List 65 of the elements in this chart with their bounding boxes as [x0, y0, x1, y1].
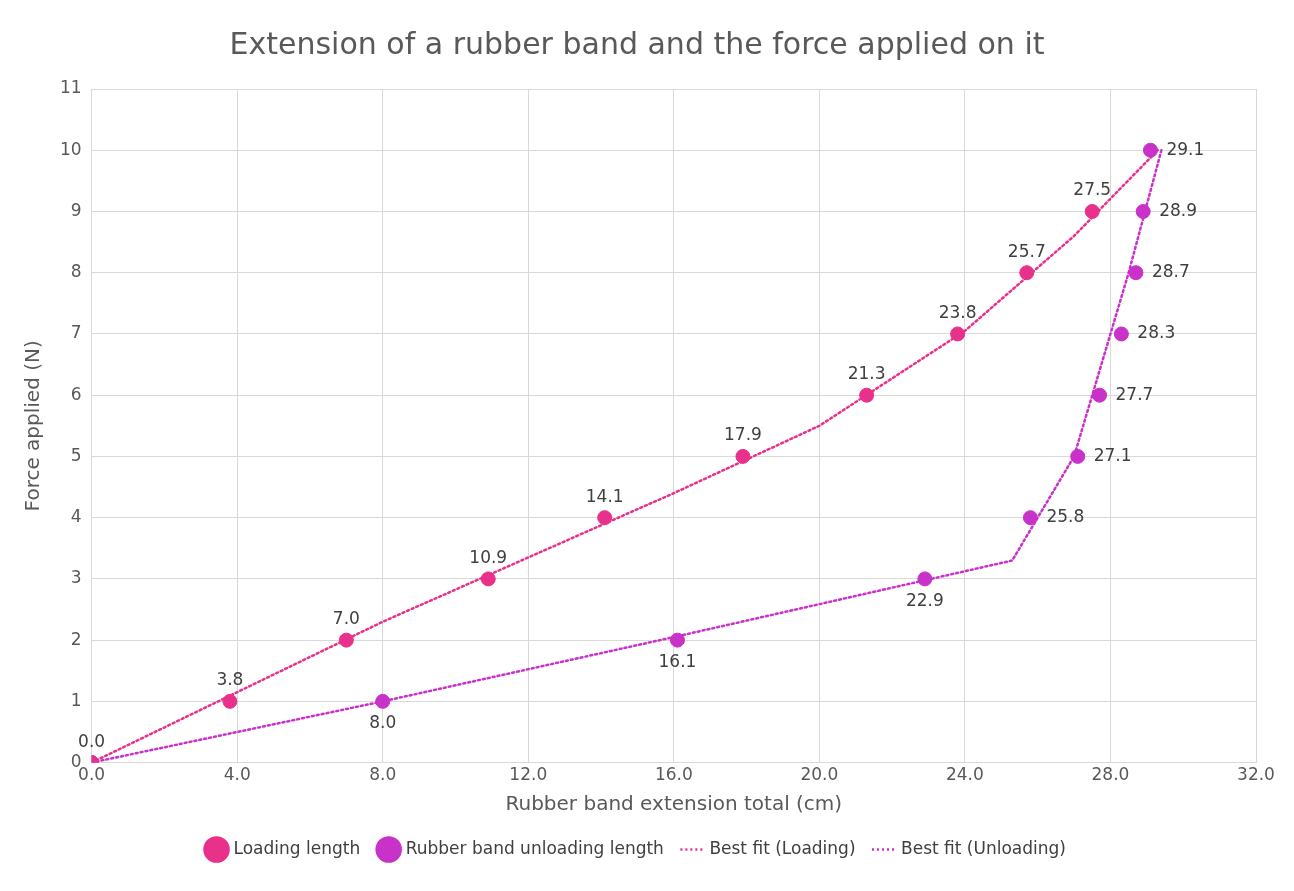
x-tick-label: 12.0 [509, 764, 548, 785]
legend-label: Rubber band unloading length [405, 837, 664, 858]
x-tick-label: 24.0 [945, 764, 984, 785]
chart-title: Extension of a rubber band and the force applied on it [229, 25, 1045, 61]
x-axis-title: Rubber band extension total (cm) [505, 791, 843, 816]
point [1022, 510, 1038, 526]
point [1084, 203, 1100, 219]
legend-label: Best fit (Loading) [709, 837, 856, 858]
y-tick-label: 4 [70, 506, 82, 527]
point [950, 326, 966, 342]
point [338, 632, 354, 648]
point [669, 632, 685, 648]
y-tick-label: 8 [70, 261, 82, 282]
y-tick-label: 10 [59, 138, 82, 159]
annotation: 28.9 [1159, 199, 1198, 220]
y-axis-title: Force applied (N) [20, 340, 45, 512]
x-tick-label: 20.0 [800, 764, 839, 785]
annotation: 7.0 [332, 608, 360, 629]
x-tick-label: 4.0 [223, 764, 251, 785]
point [480, 571, 496, 587]
point [1142, 142, 1158, 158]
annotation: 23.8 [938, 301, 977, 322]
annotation: 0.0 [78, 730, 106, 751]
annotation: 3.8 [216, 669, 244, 690]
annotation: 27.1 [1093, 444, 1132, 465]
y-tick-label: 7 [70, 322, 82, 343]
point [375, 693, 391, 709]
point [1070, 448, 1086, 464]
y-tick-label: 2 [70, 628, 82, 649]
point [1019, 265, 1035, 281]
annotation: 22.9 [905, 589, 944, 610]
annotation: 27.7 [1115, 383, 1154, 404]
y-tick-label: 9 [70, 199, 82, 220]
legend-label: Best fit (Unloading) [901, 837, 1066, 858]
x-tick-label: 16.0 [654, 764, 693, 785]
point [1113, 326, 1129, 342]
point [597, 510, 613, 526]
y-tick-label: 6 [70, 383, 82, 404]
annotation: 25.7 [1007, 240, 1046, 261]
annotation: 14.1 [585, 485, 624, 506]
annotation: 28.7 [1151, 261, 1190, 282]
x-tick-label: 8.0 [369, 764, 397, 785]
point [1128, 265, 1144, 281]
x-tick-label: 32.0 [1237, 764, 1275, 785]
annotation: 25.8 [1046, 506, 1085, 527]
annotation: 8.0 [369, 712, 397, 733]
point [735, 448, 751, 464]
point [1135, 203, 1151, 219]
annotation: 10.9 [469, 546, 508, 567]
point [917, 571, 933, 587]
annotation: 21.3 [847, 363, 886, 384]
point [859, 387, 875, 403]
annotation: 27.5 [1073, 179, 1112, 200]
annotation: 28.3 [1137, 322, 1176, 343]
y-tick-label: 3 [70, 567, 82, 588]
legend-label: Loading length [233, 837, 361, 858]
y-tick-label: 5 [70, 444, 82, 465]
annotation: 17.9 [724, 424, 762, 445]
annotation: 16.1 [658, 651, 697, 672]
annotation: 29.1 [1166, 138, 1205, 159]
y-tick-label: 1 [70, 689, 82, 710]
point [1092, 387, 1108, 403]
point [222, 693, 238, 709]
x-tick-label: 28.0 [1091, 764, 1130, 785]
y-tick-label: 11 [59, 77, 82, 98]
